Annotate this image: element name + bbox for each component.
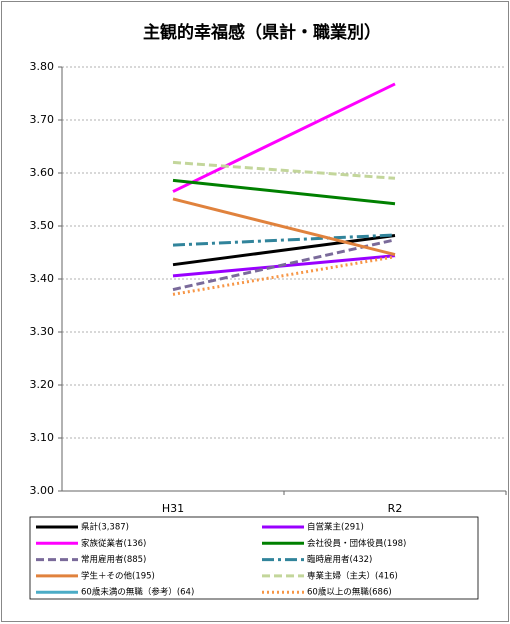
y-tick-label: 3.00 (30, 484, 55, 497)
y-tick-label: 3.60 (30, 166, 55, 179)
y-tick-label: 3.80 (30, 60, 55, 73)
series-line (172, 197, 396, 257)
series-line (172, 82, 396, 193)
legend-label: 60歳以上の無職(686) (307, 587, 392, 598)
y-tick-label: 3.10 (30, 431, 55, 444)
y-tick-label: 3.70 (30, 113, 55, 126)
legend-label: 60歳未満の無職（参考）(64) (81, 587, 194, 598)
legend-label: 県計(3,387) (81, 522, 129, 533)
legend-label: 自営業主(291) (307, 522, 364, 533)
series-line (172, 178, 396, 206)
legend-label: 臨時雇用者(432) (307, 554, 372, 565)
series-line (172, 238, 396, 292)
legend-label: 家族従業者(136) (81, 538, 146, 549)
series-line (172, 234, 396, 267)
y-tick-label: 3.40 (30, 272, 55, 285)
y-tick-label: 3.50 (30, 219, 55, 232)
y-tick-label: 3.20 (30, 378, 55, 391)
y-tick-label: 3.30 (30, 325, 55, 338)
legend-label: 常用雇用者(885) (81, 554, 146, 565)
x-tick-label: H31 (162, 502, 184, 515)
series-line (172, 233, 396, 247)
chart-title: 主観的幸福感（県計・職業別） (143, 22, 381, 43)
legend-box (29, 516, 479, 600)
legend-label: 学生＋その他(195) (81, 570, 155, 581)
x-tick-label: R2 (388, 502, 403, 515)
series-line (172, 160, 396, 180)
legend-label: 専業主婦（主夫）(416) (307, 570, 398, 581)
legend-label: 会社役員・団体役員(198) (307, 538, 406, 549)
